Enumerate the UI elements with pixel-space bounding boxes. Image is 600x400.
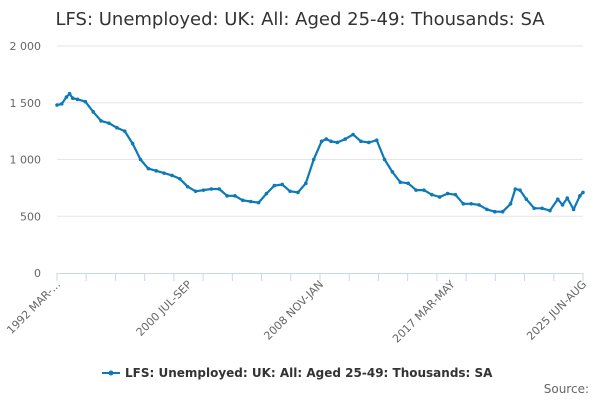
y-tick-label: 1 000 xyxy=(10,154,42,167)
x-tick-label: 2008 NOV-JAN xyxy=(261,278,326,343)
data-point[interactable] xyxy=(329,139,333,144)
data-point[interactable] xyxy=(565,196,570,200)
data-point[interactable] xyxy=(524,197,529,202)
y-tick-label: 1 500 xyxy=(10,97,42,110)
data-point[interactable] xyxy=(518,188,522,192)
data-point[interactable] xyxy=(508,201,513,206)
data-point[interactable] xyxy=(130,141,135,146)
data-point[interactable] xyxy=(280,182,285,187)
data-point[interactable] xyxy=(343,137,347,141)
data-point[interactable] xyxy=(477,203,481,207)
data-point[interactable] xyxy=(437,195,442,199)
legend[interactable]: LFS: Unemployed: UK: All: Aged 25-49: Th… xyxy=(102,366,493,380)
data-point[interactable] xyxy=(461,201,466,206)
data-point[interactable] xyxy=(107,121,111,125)
x-tick-label: 2000 JUL-SEP xyxy=(134,278,195,339)
source-credit[interactable]: Source: xyxy=(544,382,589,396)
gridlines xyxy=(57,45,583,217)
data-point[interactable] xyxy=(288,189,292,194)
data-point[interactable] xyxy=(548,208,552,213)
data-point[interactable] xyxy=(335,140,340,145)
data-point[interactable] xyxy=(513,187,518,191)
data-point[interactable] xyxy=(59,102,64,106)
data-point[interactable] xyxy=(390,170,395,174)
data-point[interactable] xyxy=(256,200,261,205)
data-point[interactable] xyxy=(83,99,88,104)
data-point[interactable] xyxy=(422,188,426,192)
data-point[interactable] xyxy=(578,194,582,198)
data-point[interactable] xyxy=(233,194,237,198)
data-point[interactable] xyxy=(556,197,560,202)
x-tick-label: 1992 MAR-... xyxy=(4,278,63,337)
x-axis: 1992 MAR-... 2000 JUL-SEP 2008 NOV-JAN 2017… xyxy=(4,273,589,346)
data-point[interactable] xyxy=(162,171,166,175)
data-point[interactable] xyxy=(296,190,300,195)
data-point[interactable] xyxy=(241,198,245,203)
data-point[interactable] xyxy=(99,119,103,123)
data-point[interactable] xyxy=(367,140,371,145)
data-point[interactable] xyxy=(532,206,536,211)
data-point[interactable] xyxy=(445,191,450,196)
x-tick-label: 2017 MAR-MAY xyxy=(390,278,458,346)
data-point[interactable] xyxy=(581,190,585,195)
data-point[interactable] xyxy=(115,125,119,130)
data-point[interactable] xyxy=(453,192,458,197)
legend-item-label: LFS: Unemployed: UK: All: Aged 25-49: Th… xyxy=(125,366,493,380)
data-point[interactable] xyxy=(146,166,151,171)
data-point[interactable] xyxy=(217,187,222,191)
chart-title: LFS: Unemployed: UK: All: Aged 25-49: Th… xyxy=(55,9,545,30)
data-point[interactable] xyxy=(540,206,544,211)
series-layer xyxy=(55,91,585,214)
data-point[interactable] xyxy=(67,91,72,96)
data-point[interactable] xyxy=(138,157,143,162)
data-point[interactable] xyxy=(351,132,355,137)
data-point[interactable] xyxy=(248,199,253,204)
data-point[interactable] xyxy=(414,188,418,192)
data-point[interactable] xyxy=(485,207,489,212)
data-point[interactable] xyxy=(304,181,308,186)
data-point[interactable] xyxy=(178,176,182,181)
data-point[interactable] xyxy=(311,157,316,162)
x-tick-label: 2025 JUN-AUG xyxy=(524,278,589,343)
data-point[interactable] xyxy=(493,209,497,214)
data-point[interactable] xyxy=(185,184,190,189)
data-point[interactable] xyxy=(430,192,434,197)
data-point[interactable] xyxy=(70,96,75,101)
data-point[interactable] xyxy=(374,138,379,143)
data-point[interactable] xyxy=(225,194,229,198)
data-point[interactable] xyxy=(75,97,80,102)
data-point[interactable] xyxy=(469,201,473,206)
data-point[interactable] xyxy=(359,139,363,144)
data-point[interactable] xyxy=(324,137,329,141)
data-point[interactable] xyxy=(122,129,127,133)
data-point[interactable] xyxy=(154,169,159,173)
data-point[interactable] xyxy=(272,183,277,188)
data-point[interactable] xyxy=(170,173,174,178)
data-point[interactable] xyxy=(264,191,269,196)
data-point[interactable] xyxy=(201,188,206,192)
data-point[interactable] xyxy=(64,95,69,99)
data-point[interactable] xyxy=(193,189,198,194)
data-point[interactable] xyxy=(406,181,410,186)
data-point[interactable] xyxy=(571,207,576,212)
data-point[interactable] xyxy=(91,110,96,114)
data-point[interactable] xyxy=(382,157,387,162)
legend-marker-icon xyxy=(108,370,114,376)
y-axis-ticks: 0 500 1 000 1 500 2 000 xyxy=(10,40,42,280)
data-point[interactable] xyxy=(55,103,59,107)
data-point[interactable] xyxy=(560,203,565,207)
data-point[interactable] xyxy=(398,180,403,184)
data-point[interactable] xyxy=(500,209,505,214)
data-point[interactable] xyxy=(319,139,324,144)
y-tick-label: 500 xyxy=(20,210,41,223)
data-point[interactable] xyxy=(209,187,214,191)
y-tick-label: 2 000 xyxy=(10,40,42,53)
series-line[interactable] xyxy=(56,92,584,213)
y-tick-label: 0 xyxy=(34,267,41,280)
